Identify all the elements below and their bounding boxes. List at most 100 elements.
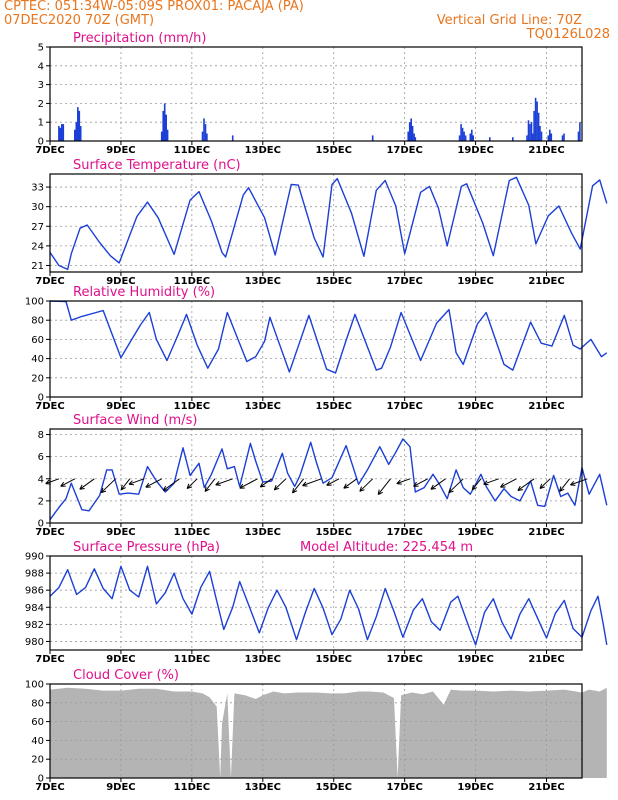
precip-bar [461, 127, 464, 141]
wind-arrow [204, 478, 216, 492]
wind-series-line [49, 438, 608, 521]
x-tick-label: 13DEC [245, 145, 281, 156]
pressure-series-line [49, 565, 608, 646]
wind-arrow-head [120, 484, 126, 491]
y-tick-label: 30 [31, 202, 44, 213]
y-tick-label: 27 [31, 222, 44, 233]
y-tick-label: 100 [25, 297, 44, 308]
y-tick-label: 0 [38, 519, 44, 530]
precip-bar [527, 120, 530, 141]
wind-arrow [302, 478, 322, 487]
precip-bar [206, 133, 208, 141]
x-tick-label: 11DEC [174, 145, 210, 156]
precipitation-panel: 0 1 2 3 4 5 7DEC 9DEC 11DEC 13DEC 15DEC 17DEC 19DEC 2… [35, 31, 583, 156]
x-tick-label: 17DEC [386, 782, 422, 793]
x-tick-label: 15DEC [316, 145, 352, 156]
precip-bar [547, 135, 550, 141]
precip-bar [539, 126, 541, 141]
precip-bar [74, 129, 76, 141]
wind-arrow [483, 478, 499, 485]
wind-arrow-head [60, 481, 66, 487]
wind-arrow [260, 478, 272, 488]
wind-arrow [215, 478, 233, 486]
wind-title: Surface Wind (m/s) [73, 413, 197, 428]
precipitation-title: Precipitation (mm/h) [73, 31, 206, 46]
model-altitude-label: Model Altitude: 225.454 m [300, 540, 473, 555]
y-tick-label: 3 [38, 80, 44, 91]
precip-bar [534, 97, 537, 141]
precip-bar [59, 127, 62, 141]
x-tick-label: 15DEC [316, 527, 352, 538]
y-tick-label: 1 [38, 118, 44, 129]
wind-arrow [539, 478, 551, 489]
wind-arrow-head [273, 485, 280, 491]
wind-arrow-head [239, 483, 245, 489]
humidity-series-line [49, 300, 608, 374]
x-tick-label: 17DEC [386, 276, 422, 287]
wind-frame [49, 428, 583, 524]
pressure-panel: 980 982 984 986 988 990 7DEC 9DEC 11DEC 13DEC 15DE… [25, 540, 608, 665]
wind-arrow [100, 478, 116, 494]
wind-arrow-head [215, 480, 221, 486]
wind-arrow-head [343, 483, 349, 489]
y-tick-label: 0 [38, 774, 44, 785]
y-tick-label: 982 [25, 620, 44, 631]
wind-arrow [430, 478, 446, 490]
precip-bar [563, 133, 565, 141]
x-tick-label: 9DEC [106, 527, 135, 538]
precip-bar [231, 135, 234, 141]
precip-bar [529, 124, 531, 141]
x-tick-label: 21DEC [528, 401, 564, 412]
x-tick-label: 15DEC [316, 782, 352, 793]
y-tick-label: 2 [38, 99, 44, 110]
y-tick-label: 988 [25, 569, 44, 580]
precip-bar [561, 135, 564, 141]
wind-arrow [292, 478, 304, 494]
x-tick-label: 7DEC [35, 782, 64, 793]
y-tick-label: 4 [38, 61, 44, 72]
wind-arrow [448, 478, 464, 494]
header-run-time: 07DEC2020 70Z (GMT) [4, 13, 155, 28]
wind-arrow [273, 478, 287, 491]
humidity-panel: 0 20 40 60 80 100 7DEC 9DEC 11DEC 13DEC 15DEC 17DEC… [25, 285, 608, 412]
wind-arrow [79, 478, 95, 490]
y-tick-label: 986 [25, 586, 44, 597]
wind-arrow [239, 478, 258, 489]
precip-bar [78, 110, 81, 141]
x-tick-label: 19DEC [457, 654, 493, 665]
x-tick-label: 13DEC [245, 527, 281, 538]
pressure-plot-area [50, 556, 582, 650]
wind-arrow [559, 478, 570, 492]
x-tick-label: 19DEC [457, 145, 493, 156]
y-tick-label: 5 [38, 43, 44, 54]
temperature-series-line [49, 176, 608, 271]
wind-arrow-head [570, 480, 576, 486]
cloud-cover-frame [49, 683, 583, 779]
wind-arrow-head [204, 486, 210, 492]
cloud-cover-panel: 0 20 40 60 80 100 7DEC 9DEC 11DEC 13DEC 15DEC 17DEC… [25, 668, 607, 793]
precip-bar [203, 118, 205, 141]
wind-arrow-head [359, 486, 365, 492]
x-tick-label: 11DEC [174, 401, 210, 412]
x-tick-label: 9DEC [106, 276, 135, 287]
y-tick-label: 33 [31, 183, 44, 194]
header-grid-info: Vertical Grid Line: 70Z [436, 13, 582, 28]
y-tick-label: 20 [31, 373, 44, 384]
x-tick-label: 7DEC [35, 276, 64, 287]
y-tick-label: 80 [31, 698, 44, 709]
precip-bar [532, 133, 534, 141]
header-station: CPTEC: 051:34W-05:09S PROX01: PACAJA (PA… [4, 0, 304, 14]
precip-bar [408, 122, 411, 141]
precip-bar [579, 122, 581, 141]
temperature-title: Surface Temperature (nC) [73, 158, 241, 173]
precip-bar [472, 135, 474, 141]
wind-arrow [128, 478, 145, 485]
cloud-cover-title: Cloud Cover (%) [73, 668, 179, 683]
precip-bar [413, 133, 415, 141]
x-tick-label: 7DEC [35, 527, 64, 538]
x-tick-label: 9DEC [106, 145, 135, 156]
wind-arrow [517, 478, 535, 491]
precip-bar [166, 129, 169, 141]
x-tick-label: 15DEC [316, 654, 352, 665]
